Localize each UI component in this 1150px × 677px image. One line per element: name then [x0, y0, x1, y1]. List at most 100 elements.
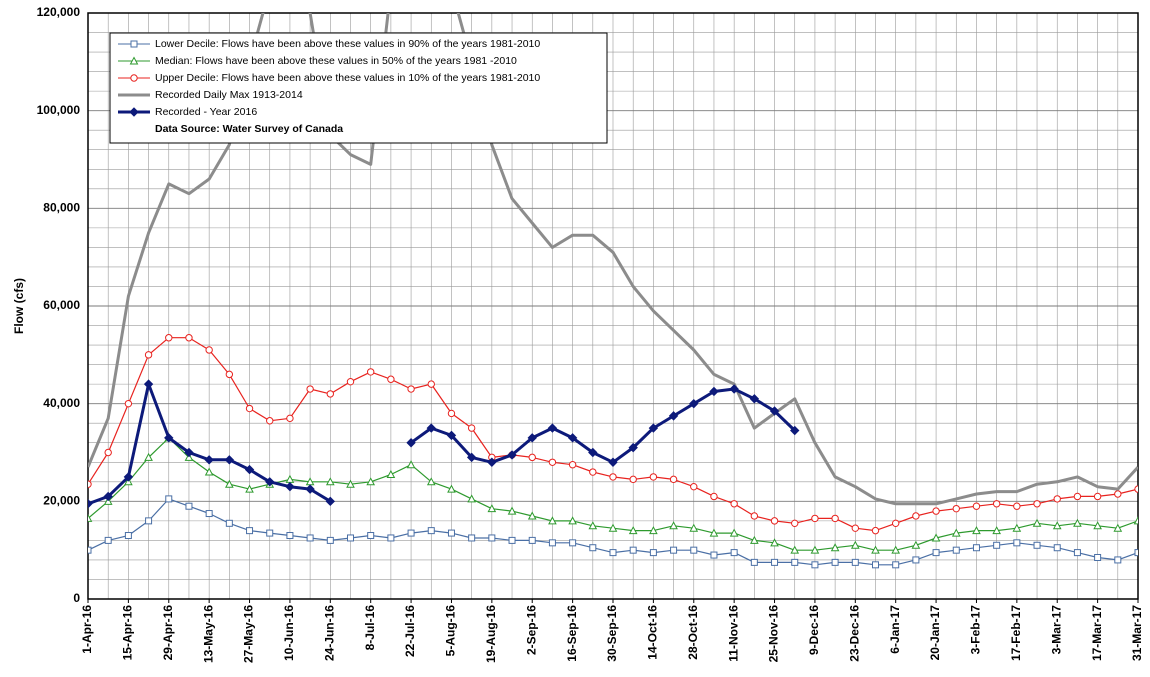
x-tick-label: 20-Jan-17	[928, 605, 942, 661]
legend-note: Data Source: Water Survey of Canada	[155, 123, 343, 135]
series-line	[88, 13, 1138, 506]
data-point	[609, 473, 617, 481]
data-point	[648, 423, 659, 433]
data-point	[204, 455, 214, 465]
data-point	[588, 521, 598, 530]
data-point	[225, 519, 233, 527]
data-point	[1013, 502, 1021, 510]
x-tick-label: 29-Apr-16	[161, 605, 175, 661]
data-point	[1134, 549, 1138, 557]
data-point	[1093, 521, 1102, 530]
data-point	[629, 546, 637, 554]
x-tick-label: 13-May-16	[201, 605, 215, 663]
data-point	[467, 494, 476, 503]
legend-marker	[130, 74, 138, 82]
x-tick-label: 3-Mar-17	[1049, 605, 1063, 655]
data-point	[447, 529, 455, 537]
data-point	[972, 544, 980, 552]
data-point	[1114, 556, 1122, 564]
data-point	[165, 334, 173, 342]
data-point	[387, 375, 395, 383]
data-point	[446, 430, 457, 441]
data-point	[628, 526, 638, 535]
x-tick-label: 24-Jun-16	[322, 605, 336, 661]
legend-label: Upper Decile: Flows have been above thes…	[155, 72, 540, 84]
x-tick-label: 22-Jul-16	[403, 605, 417, 657]
data-point	[466, 452, 477, 463]
data-point	[771, 558, 779, 566]
data-point	[406, 460, 416, 469]
data-point	[366, 368, 375, 376]
data-point	[850, 540, 860, 549]
data-point	[750, 558, 758, 566]
data-point	[527, 511, 537, 520]
data-point	[811, 514, 819, 523]
x-tick-label: 3-Feb-17	[969, 605, 983, 655]
data-point	[589, 544, 597, 552]
data-point	[911, 540, 921, 549]
plot-area	[88, 13, 1138, 569]
data-point	[245, 404, 254, 413]
data-point	[992, 526, 1001, 535]
data-point	[891, 545, 901, 554]
data-point	[608, 523, 618, 532]
data-point	[547, 423, 558, 433]
data-point	[184, 447, 194, 458]
y-tick-label: 40,000	[43, 396, 80, 410]
data-point	[1073, 549, 1081, 557]
x-tick-label: 28-Oct-16	[686, 605, 700, 660]
data-point	[730, 500, 738, 508]
data-point	[124, 532, 132, 540]
data-point	[467, 424, 476, 432]
data-point	[750, 512, 759, 520]
data-point	[306, 534, 314, 542]
data-point	[427, 527, 435, 535]
data-point	[1073, 518, 1082, 527]
data-point	[145, 517, 153, 525]
x-tick-label: 14-Oct-16	[646, 605, 660, 660]
data-point	[286, 414, 294, 423]
data-point	[931, 533, 941, 542]
data-point	[326, 536, 334, 544]
x-tick-label: 23-Dec-16	[847, 605, 861, 662]
data-point	[88, 513, 93, 522]
data-point	[528, 536, 536, 544]
data-point	[569, 539, 577, 547]
data-point	[225, 370, 234, 379]
data-point	[266, 529, 274, 537]
x-tick-label: 19-Aug-16	[484, 605, 498, 663]
data-point	[608, 457, 618, 467]
data-point	[568, 516, 577, 525]
data-point	[951, 528, 961, 537]
data-point	[851, 558, 859, 566]
data-point	[246, 527, 254, 535]
x-tick-label: 9-Dec-16	[807, 605, 821, 655]
data-point	[224, 455, 235, 465]
x-tick-label: 30-Sep-16	[605, 605, 619, 662]
data-point	[426, 423, 436, 433]
data-point	[629, 475, 637, 484]
data-point	[710, 551, 718, 559]
data-point	[1033, 541, 1041, 549]
data-point	[912, 512, 920, 520]
data-point	[871, 526, 880, 535]
data-point	[306, 385, 314, 393]
data-point	[1052, 521, 1062, 530]
data-point	[387, 534, 395, 542]
data-point	[124, 399, 133, 408]
data-point	[527, 433, 537, 443]
data-point	[690, 546, 698, 554]
data-point	[952, 546, 960, 554]
x-tick-label: 25-Nov-16	[767, 605, 781, 663]
y-tick-label: 0	[73, 591, 80, 605]
data-point	[689, 398, 699, 409]
data-point	[1053, 495, 1061, 503]
data-point	[548, 458, 557, 466]
data-point	[770, 538, 779, 547]
data-point	[528, 453, 536, 462]
data-point	[669, 521, 678, 530]
data-point	[710, 492, 718, 501]
data-point	[567, 433, 578, 443]
data-point	[790, 425, 800, 436]
